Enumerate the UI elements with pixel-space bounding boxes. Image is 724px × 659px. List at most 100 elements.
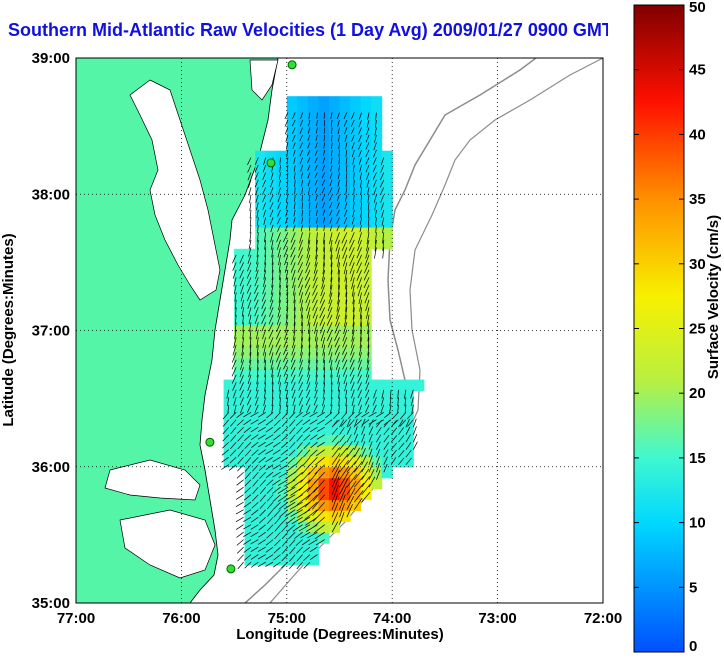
velocity-vector [285,314,289,326]
velocity-vector [249,217,252,226]
velocity-vector [382,232,385,244]
velocity-cell [339,227,351,239]
velocity-cell [381,216,393,228]
velocity-vector [229,449,237,457]
velocity-vector [257,546,266,552]
velocity-vector [346,447,355,458]
velocity-cell [255,445,267,457]
velocity-vector [301,179,303,187]
velocity-vector [265,546,274,553]
velocity-cell [350,303,362,315]
velocity-vector [255,194,259,203]
velocity-cell [297,543,309,555]
velocity-vector [331,427,338,435]
velocity-vector [297,254,303,266]
velocity-cell [318,336,330,348]
velocity-vector [272,486,281,494]
velocity-vector [358,127,362,135]
velocity-vector [380,404,385,414]
velocity-vector [249,344,252,356]
velocity-cell [255,216,267,228]
velocity-vector [322,389,326,399]
velocity-cell [392,434,404,446]
velocity-vector [373,149,377,158]
velocity-vector [291,516,303,525]
velocity-vector [292,524,303,532]
velocity-cell [371,161,383,174]
velocity-vector [292,134,296,142]
velocity-vector [279,277,281,288]
velocity-vector [313,269,318,282]
velocity-cell [265,368,277,381]
velocity-cell [307,139,319,152]
velocity-vector [380,397,385,406]
velocity-vector [255,202,259,211]
velocity-vector [246,269,252,279]
velocity-cell [339,270,351,283]
velocity-cell [318,477,330,490]
velocity-vector [276,239,281,250]
velocity-vector [284,224,289,232]
velocity-vector [259,486,266,495]
velocity-vector [373,187,377,196]
velocity-vector [243,516,252,523]
colorbar-tick-label: 5 [689,579,697,596]
velocity-vector [250,419,259,425]
velocity-cell [371,423,383,435]
velocity-cell [255,368,267,381]
velocity-vector [234,314,237,325]
velocity-cell [360,477,372,490]
velocity-vector [357,239,362,252]
velocity-vector [374,232,377,244]
velocity-vector [399,419,407,427]
velocity-cell [286,139,298,152]
velocity-vector [336,112,340,120]
velocity-vector [239,374,244,384]
velocity-vector [292,112,296,119]
velocity-vector [342,359,348,370]
velocity-cell [350,281,362,293]
velocity-cell [339,107,351,119]
velocity-vector [410,389,414,399]
velocity-vector [239,397,244,406]
velocity-vector [375,112,377,121]
velocity-vector [319,299,326,311]
velocity-cell [297,423,309,435]
velocity-vector [331,464,341,480]
velocity-cell [392,455,404,468]
velocity-vector [272,456,281,463]
velocity-vector [278,262,281,273]
velocity-vector [248,359,252,371]
velocity-vector [334,337,340,348]
velocity-vector [247,179,252,189]
velocity-cell [360,379,372,392]
velocity-vector [293,404,296,414]
velocity-vector [339,434,346,443]
velocity-vector [265,539,274,546]
velocity-cell [286,303,298,315]
velocity-vector [339,466,350,480]
velocity-vector [293,202,296,210]
velocity-vector [232,262,237,272]
velocity-vector [276,232,281,243]
velocity-cell [360,357,372,370]
velocity-cell [244,248,256,261]
velocity-vector [330,157,333,164]
velocity-vector [361,468,370,480]
velocity-vector [275,329,281,340]
velocity-cell [350,248,362,261]
velocity-vector [248,367,252,378]
velocity-vector [361,476,370,488]
velocity-vector [352,209,355,218]
velocity-cell [329,259,341,272]
velocity-vector [222,419,230,427]
velocity-vector [339,427,345,435]
velocity-vector [250,426,259,433]
velocity-vector [354,468,364,480]
velocity-vector [295,419,303,427]
velocity-cell [234,248,246,261]
velocity-vector [268,329,274,340]
velocity-vector [284,509,296,518]
velocity-cell [234,346,246,359]
velocity-vector [374,119,377,128]
